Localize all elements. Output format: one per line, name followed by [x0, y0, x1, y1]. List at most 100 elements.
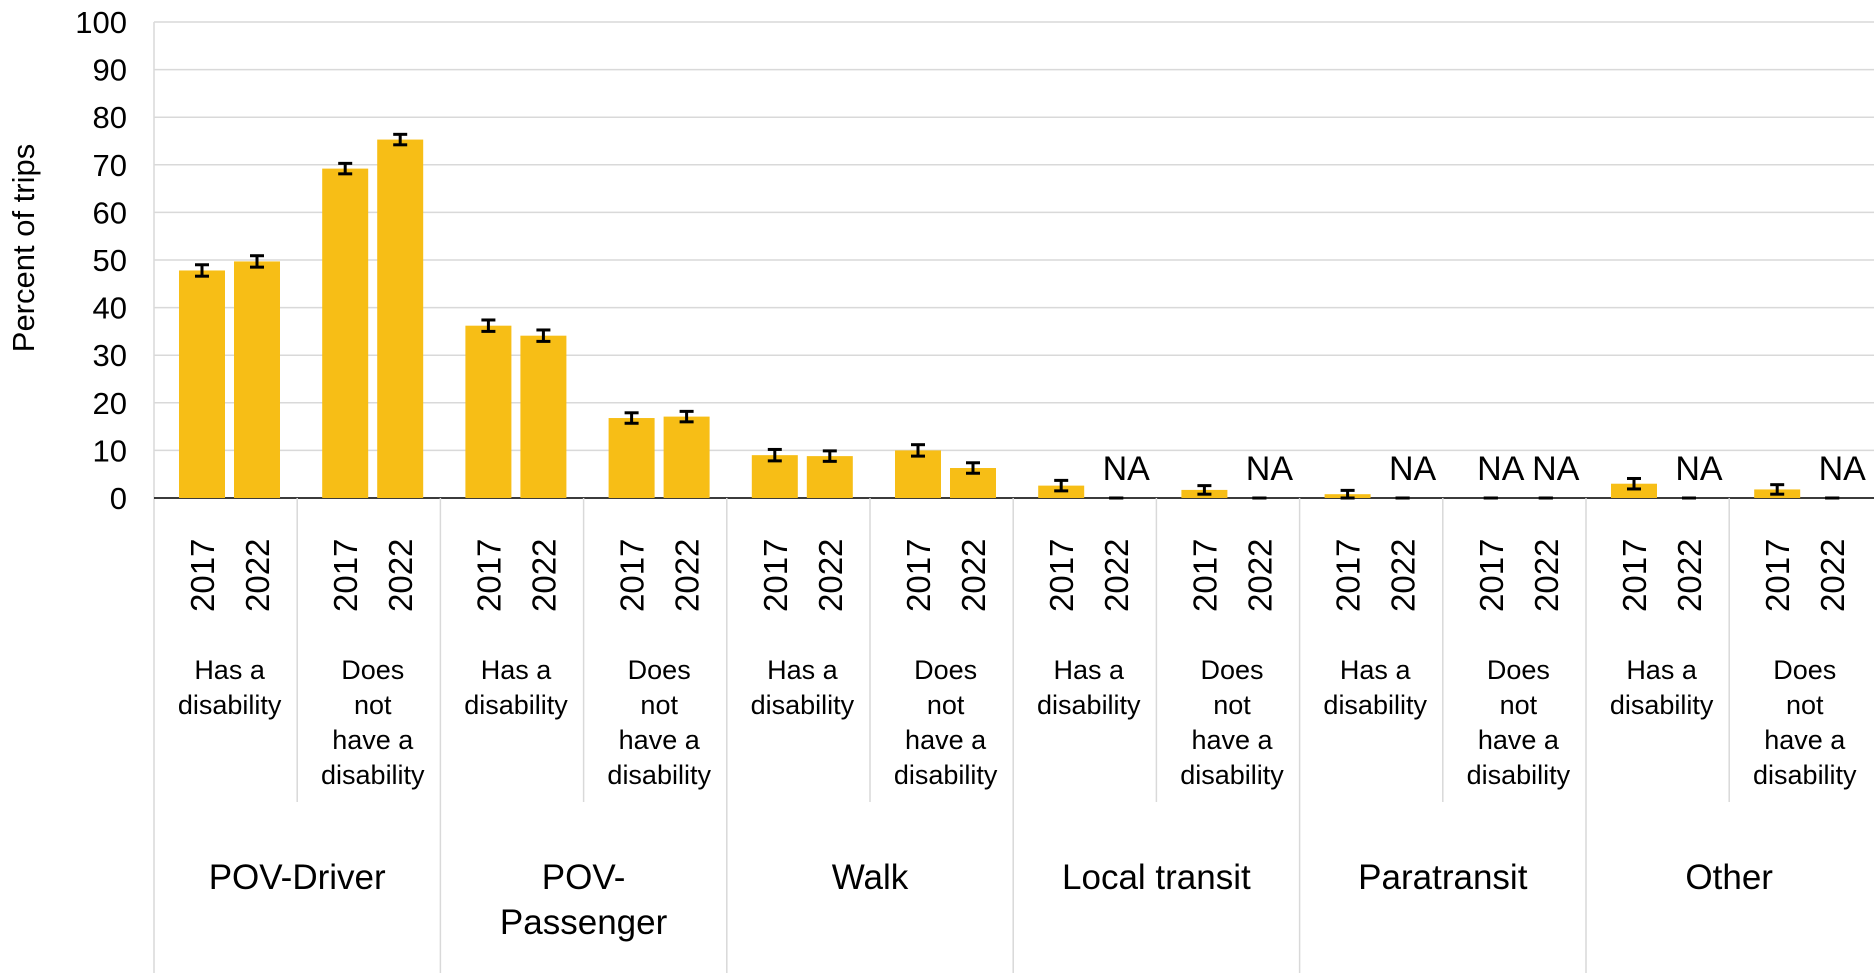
y-tick-label: 100	[75, 5, 127, 40]
y-tick-label: 30	[93, 338, 127, 373]
x-tick-label-year: 2022	[1814, 539, 1851, 612]
mode-label: Other	[1685, 858, 1773, 897]
y-tick-label: 90	[93, 53, 127, 88]
x-tick-label-year: 2022	[1671, 539, 1708, 612]
group-label: disability	[894, 760, 998, 790]
group-label: have a	[1191, 725, 1273, 755]
na-data-label: NA	[1532, 450, 1580, 488]
group-label: not	[640, 690, 678, 720]
x-tick-label-year: 2017	[614, 539, 651, 612]
na-data-label: NA	[1819, 450, 1867, 488]
y-tick-label: 80	[93, 100, 127, 135]
group-label: Does	[914, 655, 977, 685]
x-tick-label-year: 2017	[1043, 539, 1080, 612]
group-label: not	[1500, 690, 1538, 720]
x-tick-label-year: 2022	[1241, 539, 1278, 612]
bar	[179, 270, 225, 498]
group-label: disability	[751, 690, 855, 720]
x-tick-label-year: 2017	[1330, 539, 1367, 612]
mode-label: Passenger	[500, 903, 668, 942]
group-label: not	[1213, 690, 1251, 720]
x-tick-label-year: 2017	[757, 539, 794, 612]
bar	[377, 139, 424, 498]
x-tick-label-year: 2022	[1098, 539, 1135, 612]
y-tick-label: 10	[93, 433, 127, 468]
axes: 0 10 20 30 40 50 60 70 80 90 100	[75, 5, 1874, 973]
na-data-label: NA	[1675, 450, 1723, 488]
x-tick-label-year: 2022	[669, 539, 706, 612]
bar	[520, 335, 567, 498]
group-label: have a	[905, 725, 987, 755]
x-tick-label-year: 2017	[900, 539, 937, 612]
na-data-label: NA	[1477, 450, 1525, 488]
group-label: not	[927, 690, 965, 720]
y-tick-label: 70	[93, 148, 127, 183]
x-tick-label-year: 2022	[812, 539, 849, 612]
x-tick-label-year: 2017	[1616, 539, 1653, 612]
group-label: disability	[464, 690, 568, 720]
na-data-label: NA	[1389, 450, 1437, 488]
group-label: disability	[1037, 690, 1141, 720]
y-tick-label: 20	[93, 386, 127, 421]
x-tick-label-year: 2017	[1186, 539, 1223, 612]
group-label: Does	[341, 655, 404, 685]
x-tick-label-year: 2022	[239, 539, 276, 612]
group-label: disability	[321, 760, 425, 790]
mode-label: Paratransit	[1358, 858, 1528, 897]
na-data-label: NA	[1103, 450, 1151, 488]
group-label: Has a	[1340, 655, 1412, 685]
bars: NA NA NA NA NA NA NA	[179, 132, 1867, 500]
bar	[806, 456, 853, 498]
bar	[465, 325, 512, 498]
group-label: disability	[1323, 690, 1427, 720]
bar	[608, 418, 655, 498]
group-label: not	[1786, 690, 1824, 720]
group-label: Does	[1487, 655, 1550, 685]
group-label: disability	[1610, 690, 1714, 720]
y-tick-label: 40	[93, 291, 127, 326]
group-label: disability	[607, 760, 711, 790]
x-tick-label-year: 2022	[382, 539, 419, 612]
mode-label: POV-Driver	[209, 858, 386, 897]
x-tick-label-year: 2022	[955, 539, 992, 612]
x-tick-label-year: 2017	[184, 539, 221, 612]
x-tick-label-year: 2022	[1385, 539, 1422, 612]
group-label: Has a	[481, 655, 553, 685]
y-axis-label: Percent of trips	[6, 144, 41, 352]
y-tick-label: 0	[110, 481, 127, 516]
x-tick-label-year: 2017	[327, 539, 364, 612]
bar	[322, 168, 369, 498]
x-tick-label-year: 2017	[470, 539, 507, 612]
group-label: Does	[1773, 655, 1836, 685]
category-labels: 2017 2022 Has a disability 2017 2022 Does not ha…	[178, 539, 1857, 942]
gridlines	[154, 21, 1874, 499]
mode-label: Local transit	[1062, 858, 1251, 897]
group-label: have a	[619, 725, 701, 755]
x-tick-label-year: 2022	[525, 539, 562, 612]
bar	[234, 261, 280, 498]
group-label: have a	[1764, 725, 1846, 755]
group-label: disability	[1753, 760, 1857, 790]
x-tick-label-year: 2022	[1528, 539, 1565, 612]
bar	[1611, 483, 1657, 498]
y-tick-label: 50	[93, 243, 127, 278]
group-label: disability	[1467, 760, 1571, 790]
group-label: have a	[1478, 725, 1560, 755]
x-tick-label-year: 2017	[1473, 539, 1510, 612]
bar	[663, 416, 710, 498]
group-label: disability	[178, 690, 282, 720]
group-label: disability	[1180, 760, 1284, 790]
group-label: Has a	[194, 655, 266, 685]
group-label: Does	[1200, 655, 1263, 685]
mode-label: Walk	[832, 858, 909, 897]
na-data-label: NA	[1246, 450, 1294, 488]
group-label: have a	[332, 725, 414, 755]
bar	[895, 450, 941, 498]
group-label: Has a	[1626, 655, 1698, 685]
group-label: Does	[628, 655, 691, 685]
group-label: Has a	[767, 655, 839, 685]
x-tick-label-year: 2017	[1759, 539, 1796, 612]
y-tick-label: 60	[93, 195, 127, 230]
mode-label: POV-	[542, 858, 626, 897]
